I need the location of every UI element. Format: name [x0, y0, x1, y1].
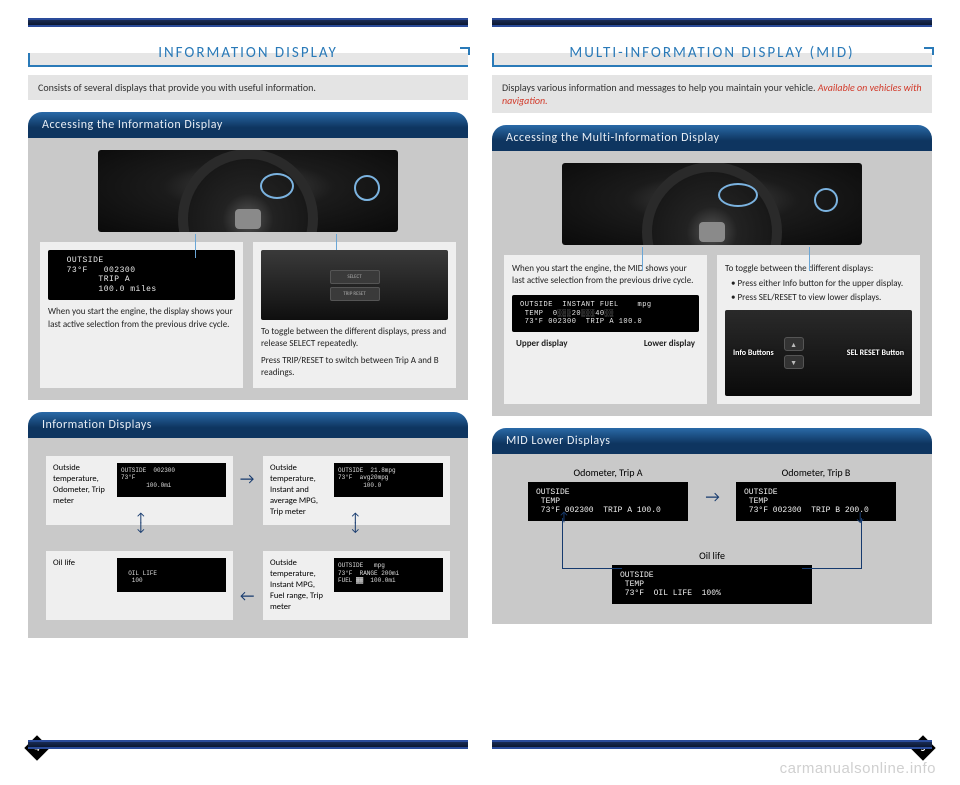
display-item-4: Outside temperature, Instant MPG, Fuel r…: [263, 551, 450, 620]
mid-title: Oil life: [612, 549, 812, 562]
subtitle-main: Displays various information and message…: [502, 81, 818, 94]
sel-reset-label: SEL RESET Button: [847, 348, 904, 359]
steering-wheel: [178, 150, 318, 232]
arrow-left-icon: ←: [240, 587, 254, 606]
title-block-left: INFORMATION DISPLAY: [28, 35, 468, 71]
mid-lcd: OUTSIDE INSTANT FUEL mpg TEMP 0░░░20░░░4…: [512, 295, 699, 332]
bullet-2: Press SEL/RESET to view lower displays.: [738, 292, 882, 303]
connector-line: [861, 518, 862, 568]
card-text: When you start the engine, the display s…: [48, 306, 235, 330]
info-buttons-label: Info Buttons: [733, 348, 774, 359]
display-label: Outside temperature, Instant and average…: [270, 463, 328, 518]
mid-lcd: OUTSIDE TEMP 73°F OIL LIFE 100%: [612, 565, 812, 604]
display-lcd: OUTSIDE 002300 73°F 100.0mi: [117, 463, 226, 497]
arrow-right-icon: →: [240, 470, 254, 489]
display-lcd: OUTSIDE 21.8mpg 73°F avg20mpg 100.0: [334, 463, 443, 497]
trip-reset-button[interactable]: TRIP RESET: [330, 287, 380, 301]
section-body: When you start the engine, the MID shows…: [492, 151, 932, 416]
callout-circle-buttons: [354, 175, 380, 201]
card2-line1: To toggle between the different displays…: [261, 326, 448, 350]
card-mid-toggle: To toggle between the different displays…: [717, 255, 920, 404]
section-body: Outside temperature, Odometer, Trip mete…: [28, 438, 468, 638]
steering-wheel: [642, 163, 782, 245]
callout-line-1: [642, 247, 643, 271]
subtitle-right: Displays various information and message…: [492, 75, 932, 113]
card-text: When you start the engine, the MID shows…: [512, 263, 699, 287]
connector-line: [562, 518, 563, 568]
upper-display-label: Upper display: [516, 338, 568, 350]
display-label: Outside temperature, Instant MPG, Fuel r…: [270, 558, 328, 613]
mid-title: Odometer, Trip A: [528, 466, 688, 479]
section-info-displays: Information Displays Outside temperature…: [28, 412, 468, 638]
bullet-1: Press either Info button for the upper d…: [738, 278, 904, 289]
display-item-3: Oil life OIL LIFE 100: [46, 551, 233, 620]
section-accessing-info: Accessing the Information Display OUTSID…: [28, 112, 468, 400]
mid-lcd: OUTSIDE TEMP 73°F 002300 TRIP A 100.0: [528, 482, 688, 521]
arrow-up-icon: ↑: [558, 510, 570, 525]
section-mid-lower: MID Lower Displays Odometer, Trip A OUTS…: [492, 428, 932, 624]
info-up-button[interactable]: ▲: [784, 337, 804, 351]
left-page: INFORMATION DISPLAY Consists of several …: [28, 18, 468, 735]
card-mid-start: When you start the engine, the MID shows…: [504, 255, 707, 404]
section-accessing-mid: Accessing the Multi-Information Display …: [492, 125, 932, 416]
bottom-rules: [28, 740, 932, 749]
dashboard-photo: [562, 163, 862, 245]
dashboard-photo: [98, 150, 398, 232]
mid-lcd: OUTSIDE TEMP 73°F 002300 TRIP B 200.0: [736, 482, 896, 521]
lcd-outside-temp: OUTSIDE 73°F 002300 TRIP A 100.0 miles: [48, 250, 235, 300]
card-start-engine: OUTSIDE 73°F 002300 TRIP A 100.0 miles W…: [40, 242, 243, 388]
callout-line-1: [195, 234, 196, 258]
page-title-right: MULTI-INFORMATION DISPLAY (MID): [569, 44, 854, 62]
mid-title: Odometer, Trip B: [736, 466, 896, 479]
arrow-updown-icon: ↑↓: [135, 514, 147, 532]
title-block-right: MULTI-INFORMATION DISPLAY (MID): [492, 35, 932, 71]
connector-line: [802, 568, 862, 569]
section-header: Accessing the Multi-Information Display: [492, 125, 932, 151]
section-header: Accessing the Information Display: [28, 112, 468, 138]
display-label: Outside temperature, Odometer, Trip mete…: [53, 463, 111, 507]
select-button[interactable]: SELECT: [330, 270, 380, 284]
mid-display-trip-a: Odometer, Trip A OUTSIDE TEMP 73°F 00230…: [528, 466, 688, 521]
page-title-left: INFORMATION DISPLAY: [158, 44, 338, 62]
subtitle-left: Consists of several displays that provid…: [28, 75, 468, 100]
arrow-down-icon: ↓: [854, 510, 866, 525]
display-lcd: OIL LIFE 100: [117, 558, 226, 592]
card-intro: To toggle between the different displays…: [725, 263, 912, 275]
display-lcd: OUTSIDE mpg 73°F RANGE 200mi FUEL ▓▓ 100…: [334, 558, 443, 592]
connector-line: [562, 568, 622, 569]
watermark: carmanualsonline.info: [780, 760, 936, 777]
lower-display-label: Lower display: [644, 338, 695, 350]
callout-circle-mid: [718, 183, 758, 207]
card2-line2: Press TRIP/RESET to switch between Trip …: [261, 355, 448, 379]
display-label: Oil life: [53, 558, 111, 569]
callout-circle-buttons: [814, 188, 838, 212]
select-button-photo: SELECT TRIP RESET: [261, 250, 448, 320]
card-toggle-displays: SELECT TRIP RESET To toggle between the …: [253, 242, 456, 388]
right-page: MULTI-INFORMATION DISPLAY (MID) Displays…: [492, 18, 932, 735]
top-rule-right: [492, 18, 932, 27]
arrow-right-icon: →: [705, 488, 719, 507]
mid-display-trip-b: Odometer, Trip B OUTSIDE TEMP 73°F 00230…: [736, 466, 896, 521]
arrow-updown-icon: ↑↓: [349, 514, 361, 532]
mid-display-oil-life: Oil life OUTSIDE TEMP 73°F OIL LIFE 100%: [612, 549, 812, 604]
callout-circle-lcd: [260, 173, 294, 199]
callout-line-2: [809, 247, 810, 271]
section-body: Odometer, Trip A OUTSIDE TEMP 73°F 00230…: [492, 454, 932, 624]
top-rule-left: [28, 18, 468, 27]
section-header: Information Displays: [28, 412, 468, 438]
section-header: MID Lower Displays: [492, 428, 932, 454]
section-body: OUTSIDE 73°F 002300 TRIP A 100.0 miles W…: [28, 138, 468, 400]
info-down-button[interactable]: ▼: [784, 355, 804, 369]
info-buttons-photo: Info Buttons ▲ ▼ SEL RESET Button: [725, 310, 912, 396]
